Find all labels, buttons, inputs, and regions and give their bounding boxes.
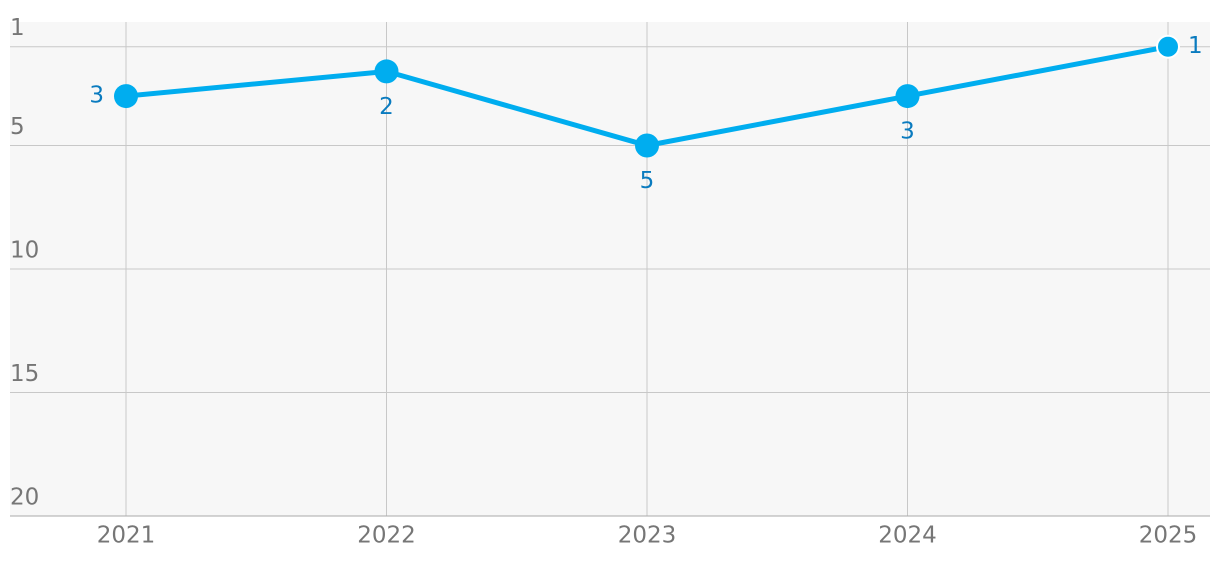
y-tick-label: 5 — [10, 114, 25, 140]
y-tick-label: 20 — [10, 485, 39, 511]
data-label: 3 — [89, 83, 104, 109]
x-tick-label: 2023 — [618, 523, 677, 549]
x-tick-label: 2024 — [878, 523, 937, 549]
y-tick-label: 15 — [10, 361, 39, 387]
y-tick-label: 1 — [10, 15, 25, 41]
data-label: 5 — [640, 168, 655, 194]
x-tick-label: 2022 — [357, 523, 416, 549]
data-point — [895, 84, 920, 109]
data-point — [374, 59, 399, 84]
data-label: 1 — [1188, 33, 1203, 59]
x-tick-label: 2025 — [1139, 523, 1198, 549]
x-tick-label: 2021 — [97, 523, 156, 549]
data-point — [114, 84, 138, 109]
data-point — [1156, 34, 1180, 59]
data-point — [635, 133, 659, 158]
data-label: 3 — [900, 119, 915, 145]
y-tick-label: 10 — [10, 238, 39, 264]
data-label: 2 — [379, 94, 394, 120]
